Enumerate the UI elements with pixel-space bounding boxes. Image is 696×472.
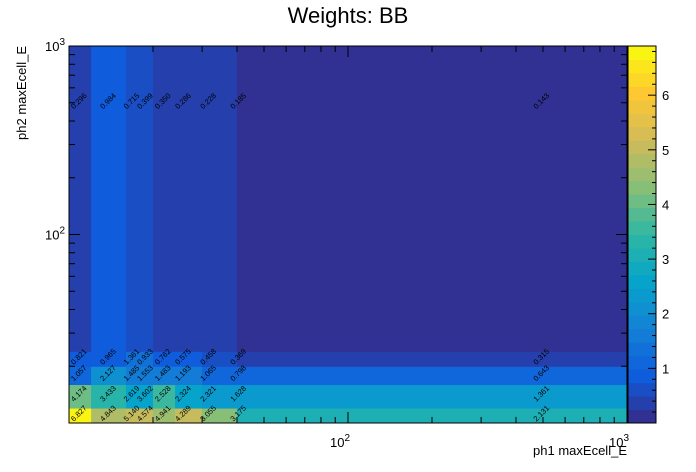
colorbar-band bbox=[628, 261, 656, 276]
heatmap-cell bbox=[125, 366, 154, 386]
heatmap-cell bbox=[125, 46, 154, 352]
heatmap-cell bbox=[91, 351, 127, 367]
y-tick-label: 103 bbox=[45, 37, 65, 54]
colorbar-band bbox=[628, 342, 656, 357]
heatmap-cell bbox=[236, 351, 628, 367]
colorbar-band bbox=[628, 396, 656, 411]
colorbar-band bbox=[628, 72, 656, 87]
colorbar-band bbox=[628, 86, 656, 101]
y-tick-label: 102 bbox=[45, 226, 65, 243]
heatmap-cell bbox=[91, 366, 127, 386]
heatmap-cell bbox=[69, 366, 92, 386]
heatmap-cell bbox=[69, 384, 92, 409]
heatmap-cell bbox=[91, 408, 127, 424]
colorbar-band bbox=[628, 153, 656, 168]
heatmap-cell bbox=[202, 366, 238, 386]
heatmap-cell bbox=[91, 384, 127, 409]
heatmap-cell bbox=[175, 46, 203, 352]
colorbar-band bbox=[628, 369, 656, 384]
heatmap-cell bbox=[175, 366, 203, 386]
chart-title: Weights: BB bbox=[288, 3, 409, 28]
colorbar-band bbox=[628, 180, 656, 195]
colorbar-band bbox=[628, 221, 656, 235]
heatmap-cell bbox=[236, 408, 628, 424]
heatmap-cell bbox=[152, 408, 176, 424]
colorbar-band bbox=[628, 301, 656, 316]
colorbar-band bbox=[628, 126, 656, 141]
heatmap-cell bbox=[152, 351, 176, 367]
heatmap-cell bbox=[175, 351, 203, 367]
colorbar-band bbox=[628, 409, 656, 424]
heatmap-cell bbox=[152, 384, 176, 409]
colorbar-tick-label: 1 bbox=[662, 361, 669, 376]
y-axis-title: ph2 maxEcell_E bbox=[14, 46, 29, 140]
x-axis-title: ph1 maxEcell_E bbox=[533, 443, 627, 458]
colorbar-band bbox=[628, 234, 656, 249]
heatmap-cells bbox=[69, 46, 628, 424]
colorbar-band bbox=[628, 328, 656, 343]
colorbar-band bbox=[628, 288, 656, 303]
colorbar-frame bbox=[627, 45, 657, 424]
colorbar-band bbox=[628, 247, 656, 262]
heatmap-cell bbox=[125, 351, 154, 367]
colorbar-tick-label: 4 bbox=[662, 197, 669, 212]
heatmap-cell bbox=[202, 351, 238, 367]
colorbar-band bbox=[628, 113, 656, 128]
heatmap-cell bbox=[69, 46, 92, 352]
colorbar-band bbox=[628, 99, 656, 114]
colorbar-band bbox=[628, 207, 656, 222]
colorbar-tick-label: 6 bbox=[662, 88, 669, 103]
heatmap-cell bbox=[91, 46, 127, 352]
colorbar-band bbox=[628, 46, 656, 60]
x-tick-label: 102 bbox=[330, 433, 350, 450]
colorbar: 1 2 3 4 5 6 bbox=[627, 45, 669, 424]
heatmap-cell bbox=[202, 46, 238, 352]
colorbar-tick-label: 5 bbox=[662, 143, 669, 158]
heatmap-cell bbox=[236, 384, 628, 409]
colorbar-band bbox=[628, 315, 656, 330]
heatmap-cell bbox=[69, 351, 92, 367]
heatmap-cell bbox=[152, 366, 176, 386]
heatmap-cell bbox=[202, 408, 238, 424]
heatmap-cell bbox=[152, 46, 176, 352]
colorbar-band bbox=[628, 59, 656, 74]
colorbar-tick-label: 2 bbox=[662, 307, 669, 322]
heatmap-cell bbox=[202, 384, 238, 409]
heatmap-cell bbox=[125, 384, 154, 409]
heatmap-cell bbox=[69, 408, 92, 424]
heatmap-cell bbox=[125, 408, 154, 424]
colorbar-band bbox=[628, 274, 656, 289]
heatmap-cell bbox=[236, 366, 628, 386]
heatmap-cell bbox=[236, 46, 628, 352]
colorbar-band bbox=[628, 167, 656, 182]
colorbar-band bbox=[628, 194, 656, 209]
heatmap-cell bbox=[175, 408, 203, 424]
colorbar-tick-label: 3 bbox=[662, 252, 669, 267]
colorbar-band bbox=[628, 382, 656, 397]
heatmap-cell bbox=[175, 384, 203, 409]
colorbar-band bbox=[628, 140, 656, 155]
colorbar-band bbox=[628, 355, 656, 370]
